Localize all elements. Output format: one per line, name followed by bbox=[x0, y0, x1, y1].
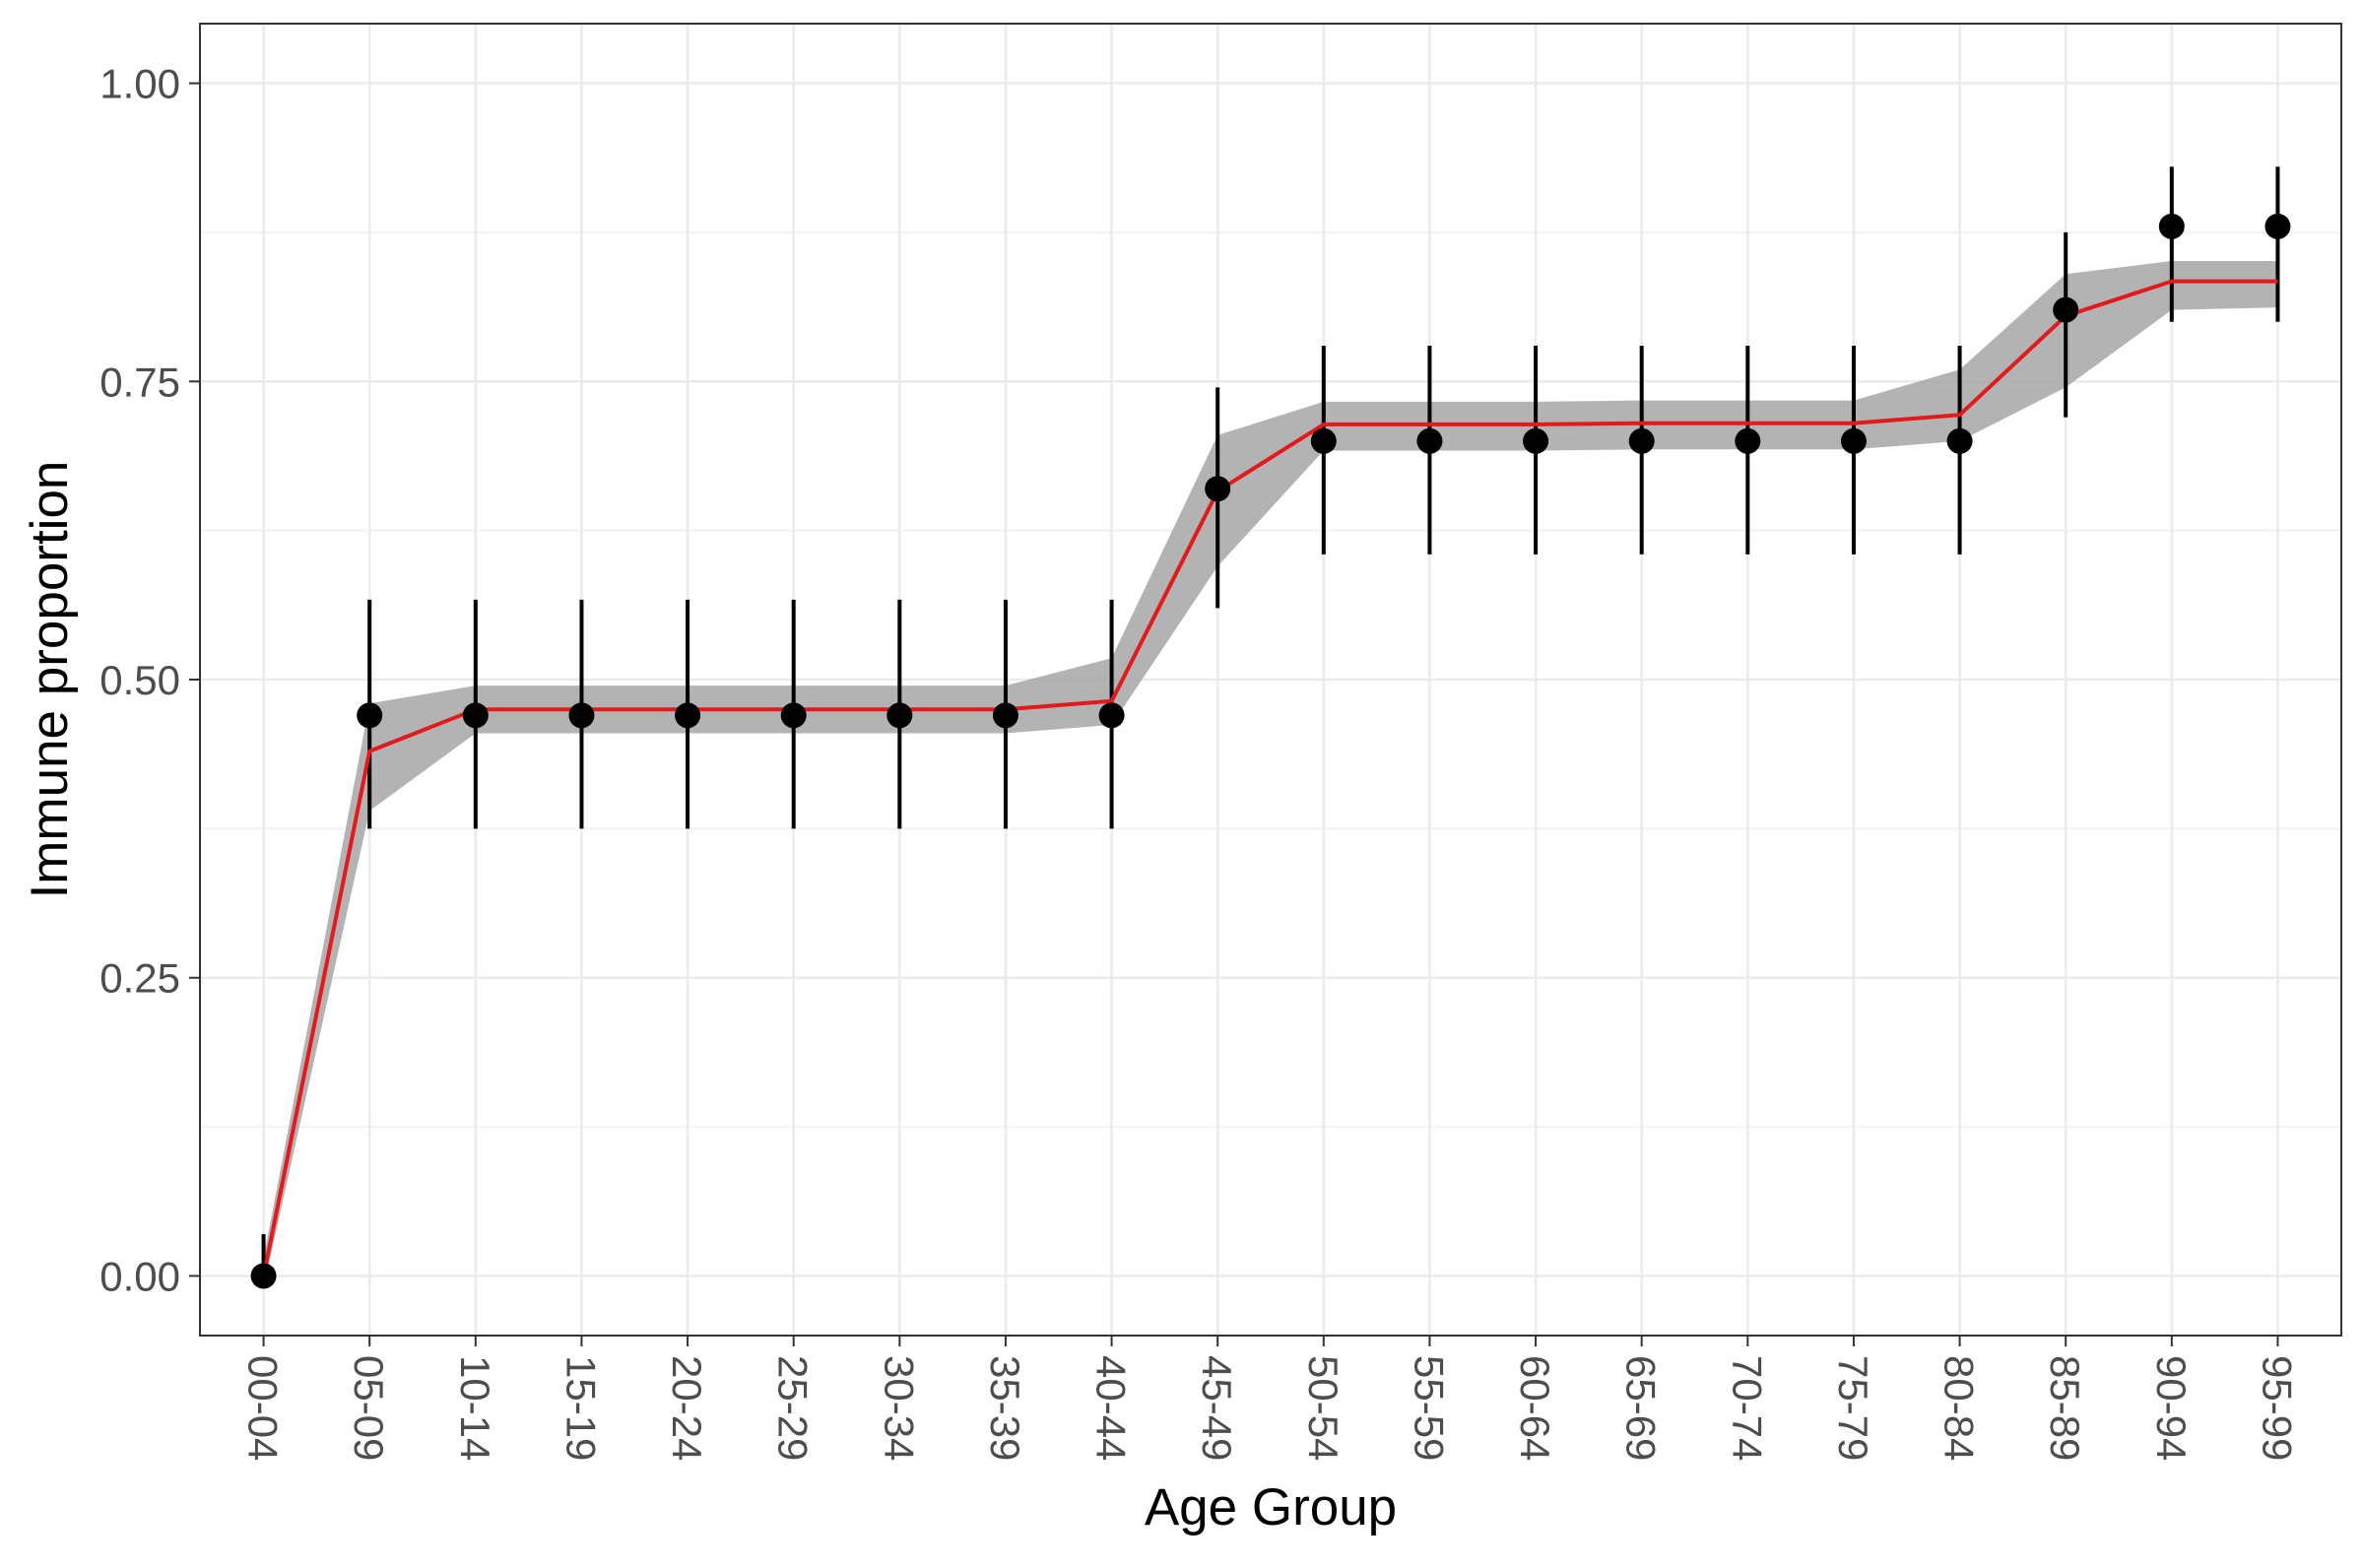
x-tick-label: 80-84 bbox=[1937, 1355, 1983, 1461]
x-axis: 00-04 05-09 10-14 15-19 20-24 25-29 30-34 35-39… bbox=[240, 1336, 2300, 1461]
confidence-band bbox=[263, 261, 2278, 1288]
x-tick-label: 55-59 bbox=[1406, 1355, 1452, 1461]
x-tick-label: 90-94 bbox=[2148, 1355, 2195, 1461]
y-tick-label: 0.00 bbox=[99, 1253, 180, 1299]
data-point bbox=[1628, 427, 1655, 454]
point-layer bbox=[250, 213, 2291, 1289]
grid-minor bbox=[200, 230, 2341, 1129]
x-tick-label: 10-14 bbox=[452, 1355, 498, 1461]
data-point bbox=[462, 702, 489, 729]
x-tick-label: 95-99 bbox=[2254, 1355, 2300, 1461]
y-tick-label: 0.75 bbox=[99, 359, 180, 405]
data-point bbox=[780, 702, 807, 729]
confidence-band-layer bbox=[263, 261, 2278, 1288]
data-point bbox=[2053, 296, 2079, 323]
fitted-line-layer bbox=[261, 279, 2278, 1276]
x-tick-label: 60-64 bbox=[1512, 1355, 1558, 1461]
x-tick-label: 65-69 bbox=[1618, 1355, 1665, 1461]
x-tick-label: 15-19 bbox=[558, 1355, 604, 1461]
x-tick-label: 50-54 bbox=[1300, 1355, 1346, 1461]
data-point bbox=[1946, 427, 1973, 454]
x-axis-title: Age Group bbox=[1145, 1478, 1397, 1536]
data-point bbox=[357, 702, 383, 729]
fitted-line bbox=[261, 279, 2278, 1276]
data-point bbox=[250, 1263, 277, 1289]
x-tick-label: 30-34 bbox=[876, 1355, 922, 1461]
x-tick-label: 70-74 bbox=[1724, 1355, 1770, 1461]
data-point bbox=[886, 702, 913, 729]
y-tick-label: 0.50 bbox=[99, 657, 180, 703]
x-tick-label: 75-79 bbox=[1830, 1355, 1876, 1461]
data-point bbox=[1098, 702, 1125, 729]
y-axis-title: Immune proportion bbox=[21, 461, 79, 899]
x-tick-label: 20-24 bbox=[664, 1355, 710, 1461]
data-point bbox=[568, 702, 595, 729]
x-tick-label: 00-04 bbox=[240, 1355, 287, 1461]
data-point bbox=[675, 702, 701, 729]
data-point bbox=[1840, 427, 1867, 454]
data-point bbox=[2265, 213, 2291, 239]
data-point bbox=[1416, 427, 1443, 454]
data-point bbox=[1523, 427, 1549, 454]
x-tick-label: 35-39 bbox=[982, 1355, 1028, 1461]
x-tick-label: 40-44 bbox=[1088, 1355, 1135, 1461]
x-tick-label: 45-49 bbox=[1194, 1355, 1240, 1461]
data-point bbox=[1735, 427, 1761, 454]
x-tick-label: 05-09 bbox=[346, 1355, 392, 1461]
data-point bbox=[1310, 427, 1337, 454]
x-tick-label: 85-89 bbox=[2042, 1355, 2088, 1461]
y-tick-label: 0.25 bbox=[99, 955, 180, 1002]
y-axis: 0.00 0.25 0.50 0.75 1.00 bbox=[99, 61, 200, 1299]
data-point bbox=[2158, 213, 2185, 239]
data-point bbox=[1205, 476, 1231, 502]
x-tick-label: 25-29 bbox=[770, 1355, 817, 1461]
data-point bbox=[992, 702, 1018, 729]
y-tick-label: 1.00 bbox=[99, 61, 180, 107]
